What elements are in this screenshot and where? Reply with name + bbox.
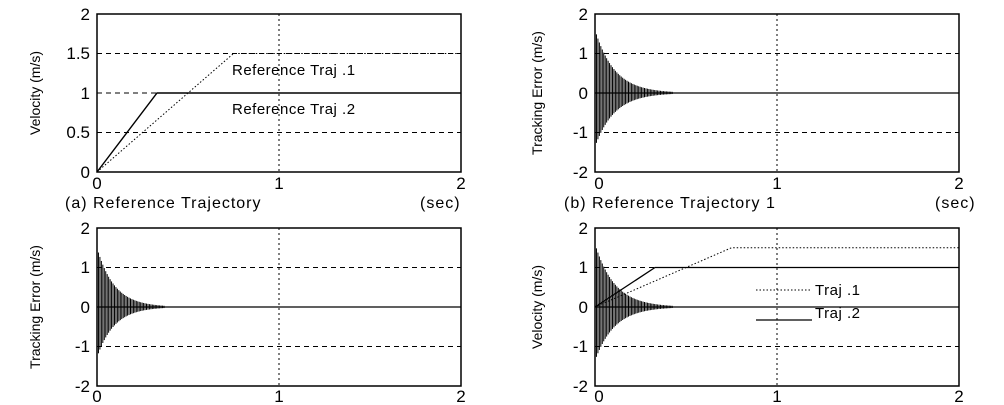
x-tick-label: 0 <box>594 174 603 193</box>
legend-label-traj-2: Traj .2 <box>815 305 860 322</box>
series-ref-traj-2 <box>96 92 461 173</box>
y-ticks: 0 0.5 1 1.5 2 <box>66 5 90 182</box>
oscillation-series <box>595 248 673 357</box>
panel-b: -2 -1 0 1 2 0 1 2 Tracking Error (m/s) (… <box>529 5 976 212</box>
panel-caption-unit: (sec) <box>935 195 976 212</box>
y-axis-label: Velocity (m/s) <box>529 265 545 349</box>
y-tick-label: -2 <box>75 377 90 396</box>
legend-label-traj-1: Traj .1 <box>815 282 860 299</box>
x-tick-label: 1 <box>772 387 781 405</box>
x-ticks: 0 1 2 <box>92 387 465 405</box>
panel-caption-unit: (sec) <box>420 195 461 212</box>
y-tick-label: -1 <box>573 123 588 142</box>
y-tick-label: -2 <box>573 163 588 182</box>
y-tick-label: 0.5 <box>66 123 90 142</box>
grid <box>97 228 461 386</box>
x-tick-label: 1 <box>274 174 283 193</box>
y-tick-label: 1 <box>579 258 588 277</box>
x-tick-label: 1 <box>772 174 781 193</box>
y-ticks: -2 -1 0 1 2 <box>573 219 588 396</box>
x-tick-label: 0 <box>92 387 101 405</box>
oscillation-series <box>595 34 673 143</box>
y-tick-label: 0 <box>81 163 90 182</box>
x-ticks: 0 1 2 <box>92 174 465 193</box>
y-tick-label: -2 <box>573 377 588 396</box>
y-tick-label: 2 <box>81 5 90 24</box>
y-tick-label: 0 <box>579 298 588 317</box>
x-tick-label: 2 <box>954 174 963 193</box>
y-tick-label: 2 <box>579 219 588 238</box>
y-tick-label: 1.5 <box>66 44 90 63</box>
x-tick-label: 0 <box>594 387 603 405</box>
annotation-ref-traj-2: Reference Traj .2 <box>232 101 356 118</box>
panel-caption: (b) Reference Trajectory 1 <box>564 195 776 212</box>
y-axis-label: Tracking Error (m/s) <box>529 31 545 155</box>
y-tick-label: 1 <box>579 44 588 63</box>
y-tick-label: 0 <box>81 298 90 317</box>
annotation-ref-traj-1: Reference Traj .1 <box>232 62 356 79</box>
panel-d: Traj .1 Traj .2 -2 -1 0 1 2 0 1 2 Veloci… <box>529 219 964 405</box>
series-traj-2 <box>594 266 959 308</box>
legend: Traj .1 Traj .2 <box>756 282 860 322</box>
series-ref-traj-1 <box>96 53 461 173</box>
grid <box>595 14 959 172</box>
x-ticks: 0 1 2 <box>594 174 963 193</box>
series-traj-1 <box>594 247 959 308</box>
oscillation-series <box>97 252 165 354</box>
y-axis-label: Tracking Error (m/s) <box>27 245 43 369</box>
x-ticks: 0 1 2 <box>594 387 963 405</box>
y-tick-label: 2 <box>81 219 90 238</box>
x-tick-label: 2 <box>456 387 465 405</box>
y-axis-label: Velocity (m/s) <box>27 51 43 135</box>
y-tick-label: -1 <box>573 337 588 356</box>
y-tick-label: 0 <box>579 84 588 103</box>
y-tick-label: 1 <box>81 84 90 103</box>
y-tick-label: 1 <box>81 258 90 277</box>
panel-a: 0 0.5 1 1.5 2 0 1 2 Velocity (m/s) (a) R… <box>27 5 466 212</box>
x-tick-label: 2 <box>954 387 963 405</box>
panel-c: -2 -1 0 1 2 0 1 2 Tracking Error (m/s) <box>27 219 466 405</box>
y-ticks: -2 -1 0 1 2 <box>75 219 90 396</box>
y-tick-label: 2 <box>579 5 588 24</box>
y-tick-label: -1 <box>75 337 90 356</box>
y-ticks: -2 -1 0 1 2 <box>573 5 588 182</box>
x-tick-label: 1 <box>274 387 283 405</box>
x-tick-label: 2 <box>456 174 465 193</box>
panel-caption: (a) Reference Trajectory <box>65 195 262 212</box>
x-tick-label: 0 <box>92 174 101 193</box>
